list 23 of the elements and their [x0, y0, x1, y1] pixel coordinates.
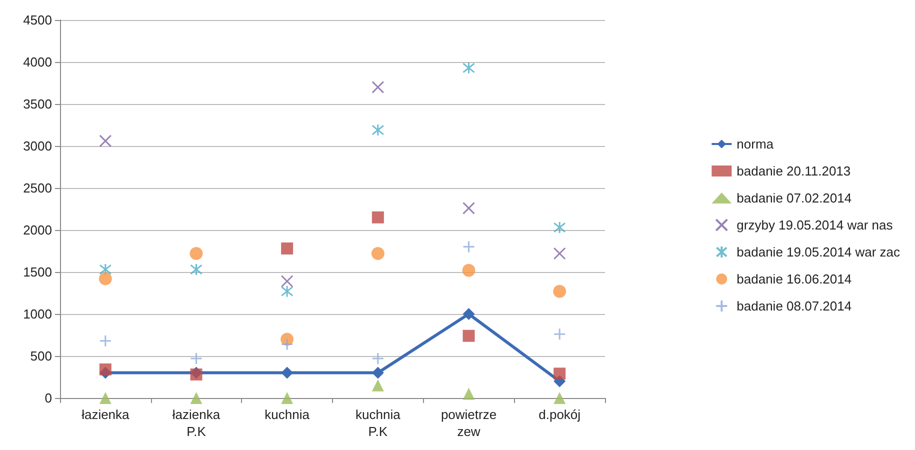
legend-label: badanie 19.05.2014 war zac: [736, 244, 900, 260]
y-tick-label: 4000: [23, 54, 52, 70]
x-tick-label: łazienka: [82, 407, 130, 422]
x-tick-label: kuchnia P.K: [356, 407, 402, 439]
x-tick-label: d.pokój: [538, 407, 581, 422]
y-tick-label: 2000: [23, 222, 52, 238]
y-tick-label: 500: [30, 348, 52, 364]
x-tick-label: kuchnia: [264, 407, 310, 422]
legend-label: badanie 08.07.2014: [736, 298, 852, 314]
y-tick-label: 2500: [23, 180, 52, 196]
x-tick-label: powietrze zew: [440, 407, 497, 439]
y-tick-label: 1500: [23, 264, 52, 280]
y-tick-label: 1000: [23, 306, 52, 322]
y-tick-label: 3500: [23, 96, 52, 112]
legend-label: badanie 20.11.2013: [736, 164, 851, 178]
x-tick-label: łazienka P.K: [172, 407, 221, 439]
legend-label: badanie 16.06.2014: [736, 272, 852, 286]
legend-label: grzyby 19.05.2014 war nas: [736, 218, 894, 232]
legend-label: norma: [736, 136, 774, 152]
y-tick-label: 4500: [23, 12, 52, 28]
y-tick-label: 3000: [23, 138, 52, 154]
y-tick-label: 0: [44, 390, 52, 406]
legend-label: badanie 07.02.2014: [736, 190, 852, 206]
